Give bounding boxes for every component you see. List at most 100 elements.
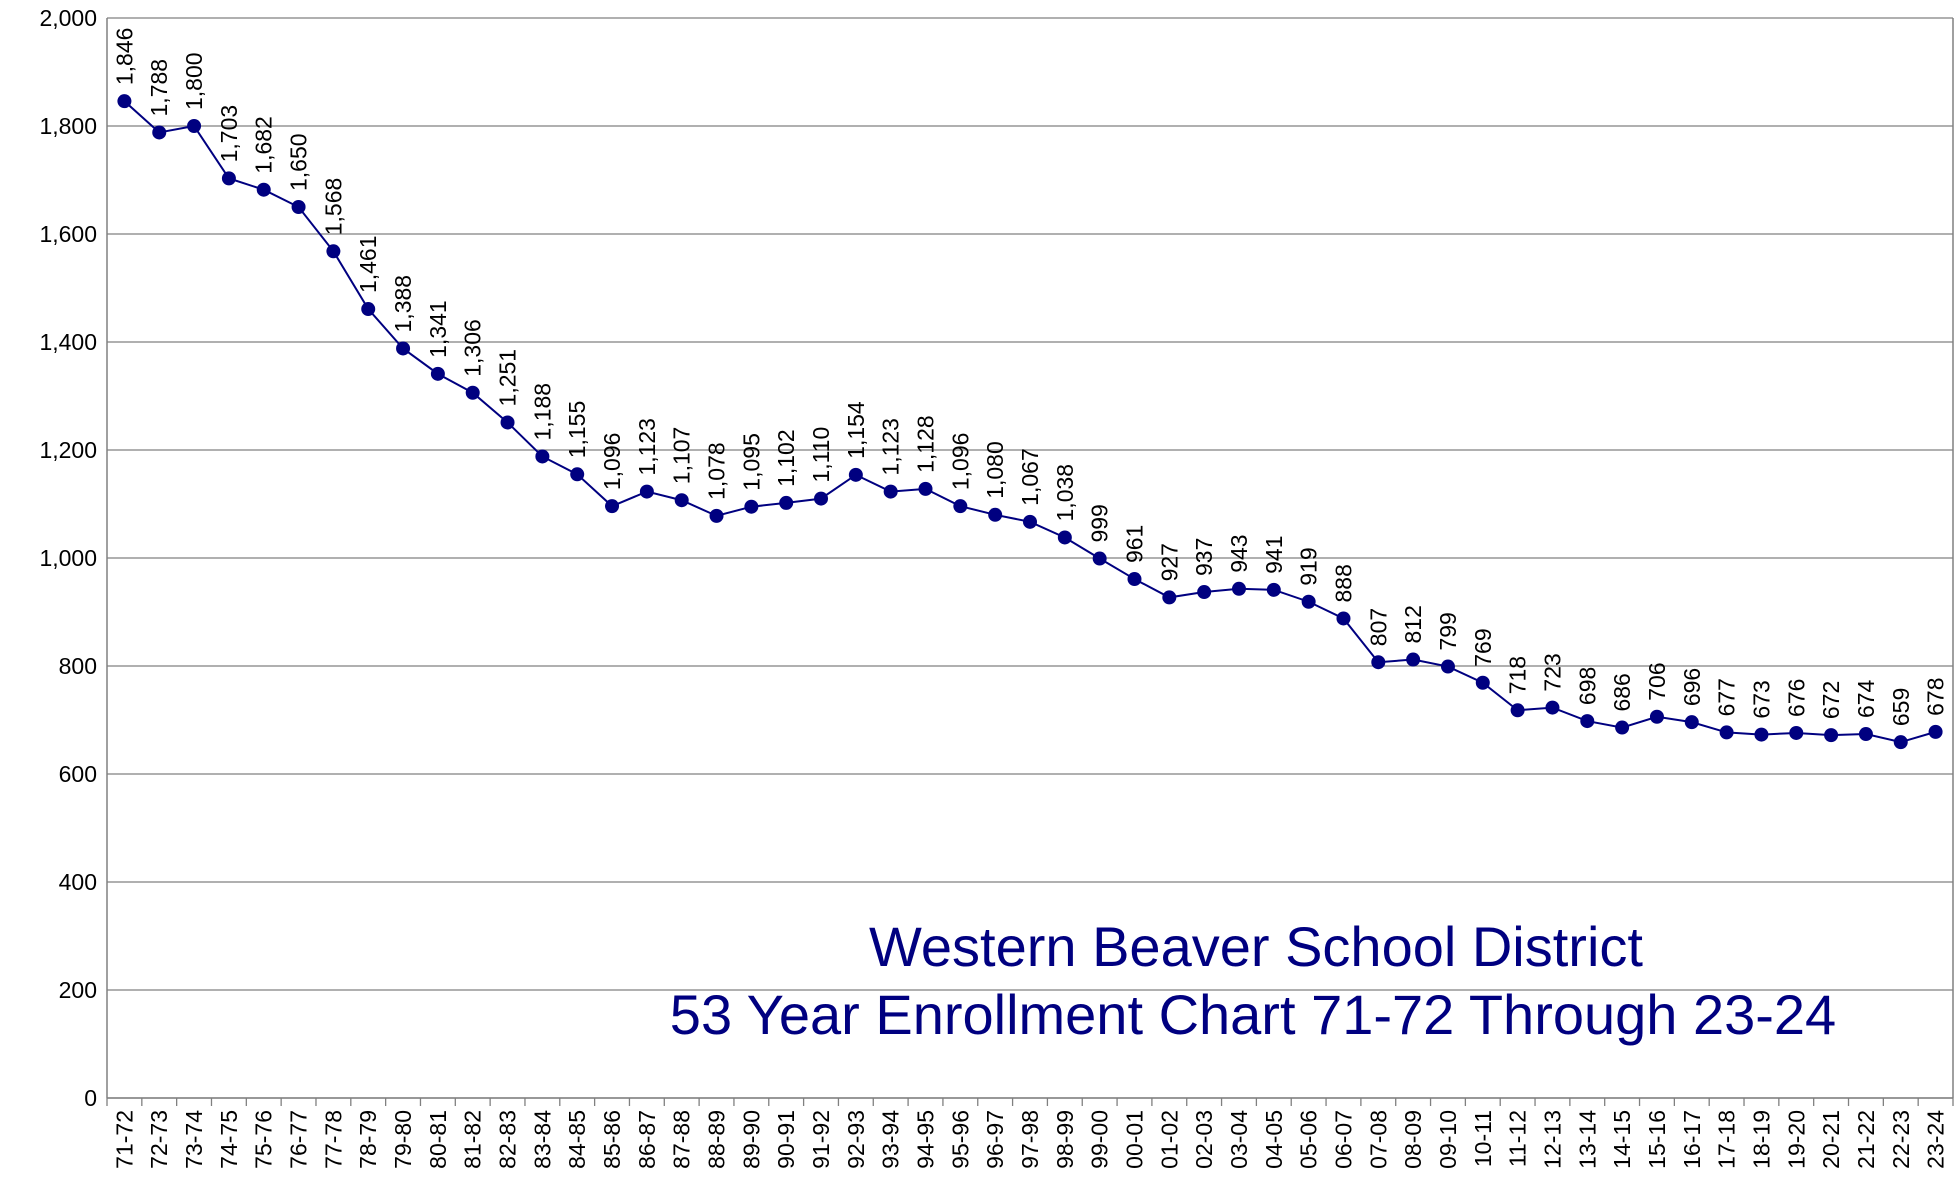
data-label: 927 xyxy=(1156,543,1182,581)
marker xyxy=(1371,655,1386,670)
data-label: 659 xyxy=(1888,688,1914,726)
x-tick-label: 15-16 xyxy=(1644,1110,1670,1169)
x-tick-label: 16-17 xyxy=(1679,1110,1705,1169)
x-tick-label: 73-74 xyxy=(181,1110,207,1169)
marker xyxy=(465,385,480,400)
marker xyxy=(1580,714,1595,729)
data-label: 1,306 xyxy=(460,319,486,377)
data-label: 698 xyxy=(1574,667,1600,705)
data-label: 1,110 xyxy=(808,427,834,483)
data-label: 1,080 xyxy=(982,441,1008,499)
data-label: 1,096 xyxy=(599,433,625,491)
x-tick-label: 81-82 xyxy=(460,1110,486,1169)
marker xyxy=(221,171,236,186)
marker xyxy=(187,119,202,133)
marker xyxy=(1754,727,1769,742)
x-tick-label: 20-21 xyxy=(1818,1110,1844,1169)
data-label: 999 xyxy=(1087,504,1113,542)
data-label: 1,128 xyxy=(913,415,939,473)
data-label: 1,703 xyxy=(216,105,242,163)
marker xyxy=(848,467,863,482)
x-tick-label: 01-02 xyxy=(1156,1110,1182,1169)
data-label: 723 xyxy=(1539,653,1565,691)
x-tick-label: 98-99 xyxy=(1052,1110,1078,1169)
x-tick-label: 91-92 xyxy=(808,1110,834,1169)
marker xyxy=(953,499,968,514)
marker xyxy=(1789,725,1804,740)
data-label: 1,341 xyxy=(425,300,451,358)
marker xyxy=(1057,530,1072,545)
y-tick-label: 600 xyxy=(59,761,97,787)
marker xyxy=(674,493,689,508)
marker xyxy=(1510,703,1525,718)
x-tick-label: 77-78 xyxy=(320,1110,346,1169)
x-tick-label: 86-87 xyxy=(634,1110,660,1169)
data-label: 1,800 xyxy=(181,52,207,110)
marker xyxy=(1440,659,1455,674)
marker xyxy=(1824,728,1839,743)
data-label: 1,788 xyxy=(146,59,172,117)
data-label: 1,102 xyxy=(773,429,799,487)
x-tick-label: 82-83 xyxy=(495,1110,521,1169)
y-tick-label: 400 xyxy=(59,869,97,895)
data-label: 943 xyxy=(1226,534,1252,572)
data-label: 961 xyxy=(1121,525,1147,563)
y-tick-label: 1,400 xyxy=(39,329,97,355)
x-tick-label: 13-14 xyxy=(1574,1110,1600,1169)
y-tick-label: 0 xyxy=(84,1085,97,1111)
data-label: 1,155 xyxy=(564,401,590,459)
marker xyxy=(500,415,515,430)
marker xyxy=(709,508,724,523)
x-tick-label: 02-03 xyxy=(1191,1110,1217,1169)
x-tick-label: 07-08 xyxy=(1365,1110,1391,1169)
data-label: 1,038 xyxy=(1052,464,1078,522)
data-label: 812 xyxy=(1400,605,1426,643)
x-tick-label: 22-23 xyxy=(1888,1110,1914,1169)
x-tick-label: 17-18 xyxy=(1714,1110,1740,1169)
data-label: 1,846 xyxy=(111,28,137,86)
data-label: 1,123 xyxy=(878,418,904,476)
data-label: 718 xyxy=(1505,656,1531,694)
marker xyxy=(256,182,271,197)
data-label: 1,096 xyxy=(947,433,973,491)
x-tick-label: 79-80 xyxy=(390,1110,416,1169)
data-label: 1,682 xyxy=(251,116,277,174)
x-tick-label: 97-98 xyxy=(1017,1110,1043,1169)
marker xyxy=(744,499,759,514)
x-tick-label: 87-88 xyxy=(669,1110,695,1169)
data-label: 1,461 xyxy=(355,235,381,293)
x-tick-label: 12-13 xyxy=(1539,1110,1565,1169)
marker xyxy=(1475,675,1490,690)
x-tick-label: 08-09 xyxy=(1400,1110,1426,1169)
marker xyxy=(1615,720,1630,735)
y-tick-label: 2,000 xyxy=(39,5,97,31)
x-tick-label: 84-85 xyxy=(564,1110,590,1169)
marker xyxy=(570,467,585,482)
x-tick-label: 78-79 xyxy=(355,1110,381,1169)
x-tick-label: 93-94 xyxy=(878,1110,904,1169)
x-tick-label: 85-86 xyxy=(599,1110,625,1169)
data-label: 807 xyxy=(1365,608,1391,646)
data-label: 1,650 xyxy=(286,133,312,191)
marker xyxy=(1127,572,1142,587)
data-label: 672 xyxy=(1818,681,1844,719)
data-label: 919 xyxy=(1296,547,1322,585)
data-label: 888 xyxy=(1330,564,1356,602)
y-tick-label: 1,600 xyxy=(39,221,97,247)
x-tick-label: 95-96 xyxy=(947,1110,973,1169)
x-tick-label: 75-76 xyxy=(251,1110,277,1169)
data-label: 1,095 xyxy=(738,433,764,491)
marker xyxy=(605,499,620,514)
x-tick-label: 74-75 xyxy=(216,1110,242,1169)
x-tick-label: 00-01 xyxy=(1121,1110,1147,1169)
marker xyxy=(1928,724,1943,739)
y-tick-label: 800 xyxy=(59,653,97,679)
marker xyxy=(814,491,829,506)
marker xyxy=(396,341,411,356)
data-label: 941 xyxy=(1261,535,1287,573)
data-label: 799 xyxy=(1435,612,1461,650)
x-tick-label: 88-89 xyxy=(704,1110,730,1169)
x-tick-label: 05-06 xyxy=(1296,1110,1322,1169)
marker xyxy=(1197,585,1212,600)
